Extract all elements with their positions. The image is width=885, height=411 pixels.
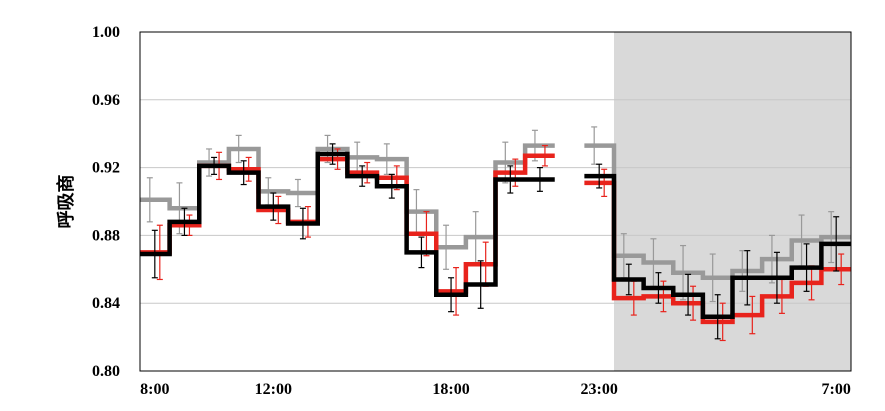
y-tick-label: 0.80 (92, 363, 120, 380)
x-tick-label: 7:00 (822, 381, 851, 398)
y-tick-label: 1.00 (92, 24, 120, 41)
x-tick-label: 18:00 (432, 381, 469, 398)
x-tick-label: 23:00 (581, 381, 618, 398)
y-tick-label: 0.84 (92, 295, 120, 312)
series-0 (140, 143, 851, 340)
series-step-line (140, 151, 851, 320)
x-tick-label: 12:00 (255, 381, 292, 398)
y-tick-label: 0.88 (92, 227, 120, 244)
y-axis-label: 呼吸商 (55, 175, 76, 229)
y-tick-label: 0.92 (92, 160, 120, 177)
series-layer (140, 126, 851, 342)
x-tick-labels: 8:00 12:00 18:00 23:00 7:00 (140, 381, 851, 398)
y-tick-labels: 1.00 0.96 0.92 0.88 0.84 0.80 (92, 24, 120, 380)
y-tick-label: 0.96 (92, 92, 120, 109)
x-tick-label: 8:00 (140, 381, 169, 398)
plot-frame (139, 31, 852, 372)
